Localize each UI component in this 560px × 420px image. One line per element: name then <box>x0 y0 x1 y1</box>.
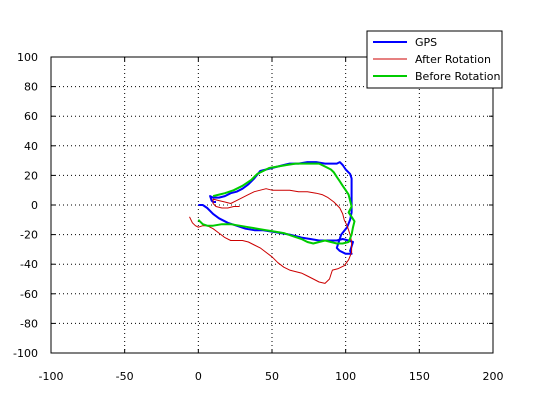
y-tick-label: 20 <box>24 169 38 182</box>
x-tick-label: 0 <box>195 370 202 383</box>
data-series <box>189 161 356 284</box>
y-tick-label: -40 <box>20 258 38 271</box>
y-tick-label: 100 <box>17 51 38 64</box>
y-tick-label: 0 <box>31 199 38 212</box>
y-tick-label: -80 <box>20 317 38 330</box>
y-tick-label: -100 <box>13 347 38 360</box>
legend-label: Before Rotation <box>415 70 500 83</box>
x-tick-label: 200 <box>483 370 504 383</box>
x-tick-label: 150 <box>409 370 430 383</box>
grid-lines <box>51 57 493 353</box>
y-tick-label: 40 <box>24 140 38 153</box>
y-tick-label: 60 <box>24 110 38 123</box>
x-tick-label: 50 <box>265 370 279 383</box>
axis-ticks: -100 -50 0 50 100 150 200 -100 -80 -60 -40 -20 0 20 40… <box>13 51 503 383</box>
y-tick-label: -20 <box>20 229 38 242</box>
y-tick-label: 80 <box>24 81 38 94</box>
legend-label: GPS <box>415 36 437 49</box>
y-tick-label: -60 <box>20 288 38 301</box>
x-tick-label: -100 <box>39 370 64 383</box>
series-line-before-rotation <box>197 162 356 245</box>
x-tick-label: -50 <box>116 370 134 383</box>
legend-label: After Rotation <box>415 53 491 66</box>
legend: GPS After Rotation Before Rotation <box>366 30 503 89</box>
x-tick-label: 100 <box>335 370 356 383</box>
series-line-after-rotation <box>189 188 353 284</box>
